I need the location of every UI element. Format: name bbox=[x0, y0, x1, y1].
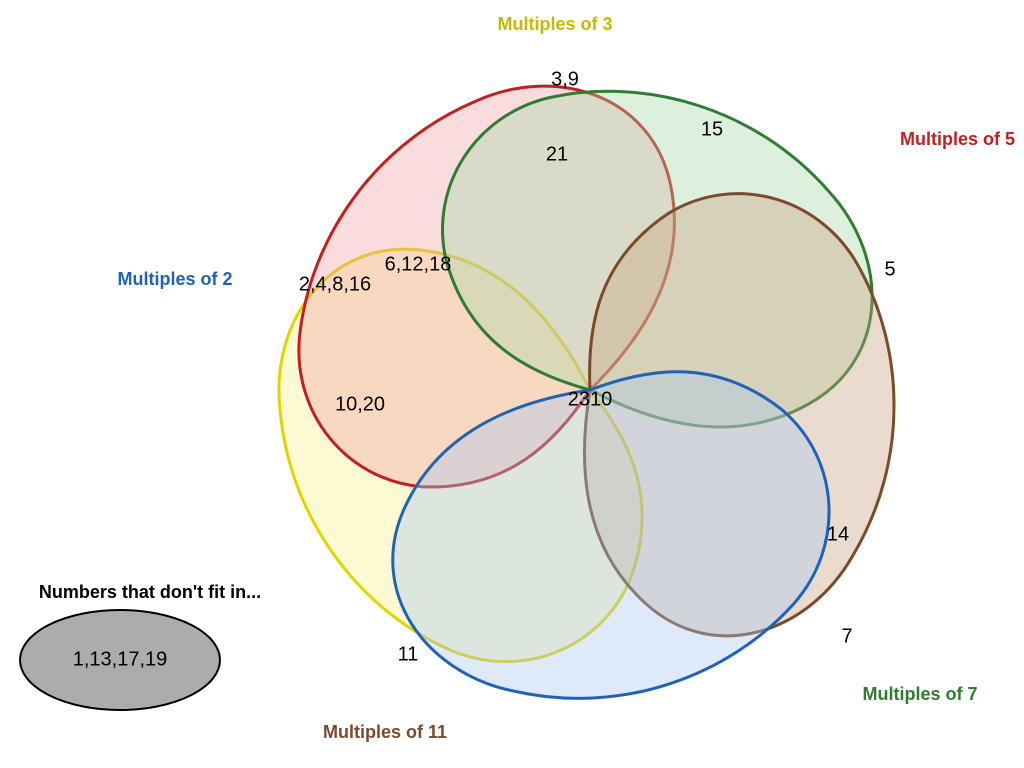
venn-diagram: Multiples of 3 Multiples of 5 Multiples of… bbox=[0, 0, 1024, 768]
region-value: 14 bbox=[827, 523, 849, 545]
region-value: 7 bbox=[841, 625, 852, 647]
region-value: 6,12,18 bbox=[385, 253, 452, 275]
region-value: 10,20 bbox=[335, 393, 385, 415]
region-value: 21 bbox=[546, 143, 568, 165]
label-m7: Multiples of 7 bbox=[862, 684, 977, 704]
label-m11: Multiples of 11 bbox=[323, 722, 447, 742]
label-m5: Multiples of 5 bbox=[900, 129, 1015, 149]
label-m2: Multiples of 2 bbox=[117, 269, 232, 289]
region-value: 2,4,8,16 bbox=[299, 273, 371, 295]
region-value: 2310 bbox=[568, 388, 613, 410]
region-value: 5 bbox=[884, 258, 895, 280]
region-value: 15 bbox=[701, 118, 723, 140]
region-value: 3,9 bbox=[551, 68, 579, 90]
label-m3: Multiples of 3 bbox=[497, 14, 612, 34]
outside-value: 1,13,17,19 bbox=[73, 648, 168, 670]
outside-label: Numbers that don't fit in... bbox=[39, 582, 261, 602]
venn-petals bbox=[236, 0, 1002, 768]
region-value: 11 bbox=[398, 643, 419, 665]
